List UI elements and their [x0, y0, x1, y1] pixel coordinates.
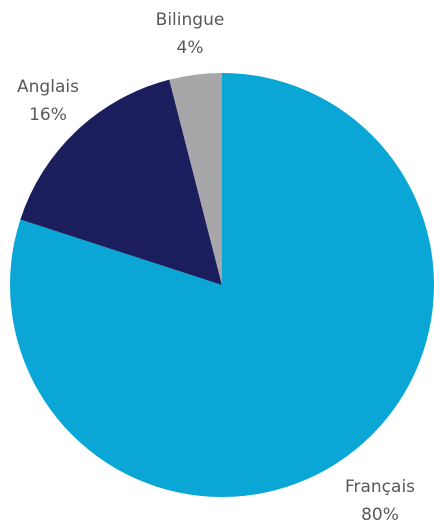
pie-slice: [20, 79, 222, 285]
pie-slice: [169, 73, 222, 285]
slice-value-label: 80%: [361, 505, 399, 525]
slice-category-label: Français: [345, 477, 415, 497]
slice-value-label: 4%: [177, 38, 204, 58]
slice-category-label: Anglais: [17, 77, 79, 97]
pie-slice: [10, 73, 434, 497]
slice-category-label: Bilingue: [156, 10, 225, 30]
slice-value-label: 16%: [29, 105, 67, 125]
